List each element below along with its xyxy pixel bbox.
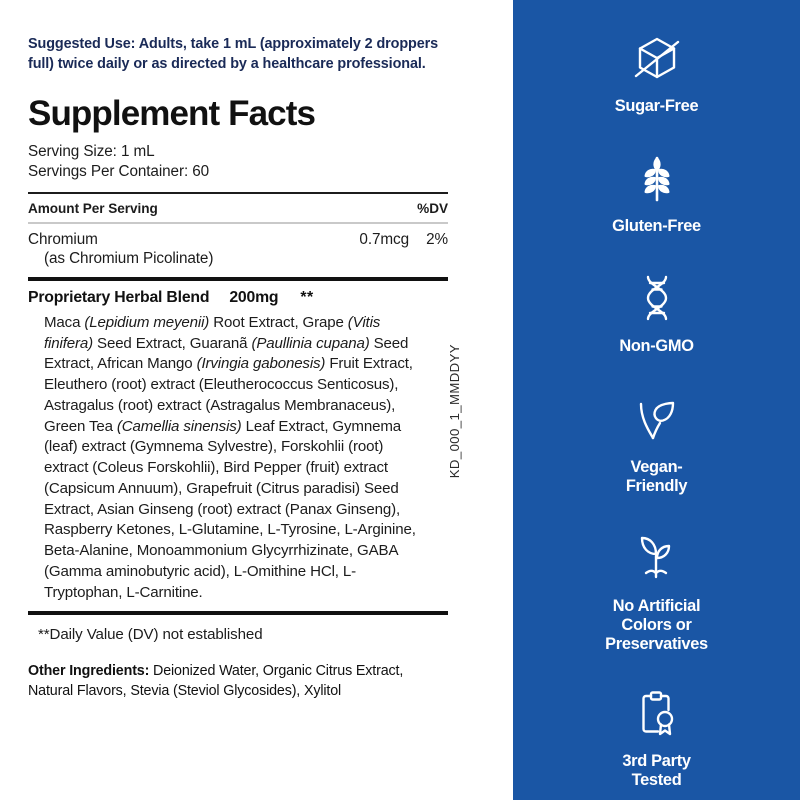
dna-helix-icon [629,270,685,326]
badge-vegan-friendly: Vegan- Friendly [513,391,800,496]
badge-label: No Artificial Colors or Preservatives [605,596,708,654]
badge-label: 3rd Party Tested [622,751,691,789]
badge-label: Non-GMO [619,337,694,356]
table-header-rule [28,222,448,225]
wheat-stalk-icon [629,150,685,206]
other-ingredients-block: Other Ingredients: Deionized Water, Orga… [28,643,438,702]
daily-value-note: **Daily Value (DV) not established [38,625,263,643]
nutrient-amount: 0.7mcg [359,231,409,249]
supplement-facts-panel: Suggested Use: Adults, take 1 mL (approx… [28,34,462,702]
badge-non-gmo: Non-GMO [513,270,800,356]
badge-no-artificial-colors: No Artificial Colors or Preservatives [513,530,800,655]
blend-bottom-rule [28,611,448,615]
table-row: Chromium 0.7mcg 2% [28,224,448,249]
nutrient-dv: 2% [426,231,448,249]
nutrient-name: Chromium [28,231,98,249]
badge-label: Sugar-Free [614,97,699,115]
other-ingredients-label: Other Ingredients: [28,662,150,679]
header-amount-per-serving: Amount Per Serving [28,201,158,217]
blend-amount: 200mg [229,288,279,306]
badge-gluten-free: Gluten-Free [513,150,800,236]
lot-code: KD_000_1_MMDDYY [447,344,462,479]
serving-size: Serving Size: 1 mL [28,142,155,160]
suggested-use-label: Suggested Use: [28,36,136,52]
nutrient-source: (as Chromium Picolinate) [44,250,214,268]
suggested-use-block: Suggested Use: Adults, take 1 mL (approx… [28,34,460,75]
suggested-use-text: Adults, take 1 mL (approximately 2 dropp… [28,36,439,73]
other-ingredients-text: Deionized Water, Organic Citrus Extract,… [28,662,404,700]
sprout-icon [629,530,685,586]
blend-ingredients: Maca (Lepidium meyenii) Root Extract, Gr… [44,313,416,601]
badge-3rd-party-tested: 3rd Party Tested [513,685,800,790]
badge-label: Gluten-Free [612,217,701,236]
sugar-cube-slashed-icon [629,30,685,86]
certification-badges-panel: Sugar-Free Gluten-Free [513,0,800,800]
blend-top-rule [28,277,448,281]
header-percent-dv: %DV [417,201,448,217]
table-top-rule [28,192,448,195]
table-header-row: Amount Per Serving %DV [28,194,448,222]
clipboard-award-icon [629,685,685,741]
servings-per-container: Servings Per Container: 60 [28,163,210,180]
nutrition-table: Amount Per Serving %DV Chromium 0.7mcg 2… [28,192,448,643]
leaf-v-icon [629,391,685,447]
badge-label: Vegan- Friendly [625,457,688,495]
supplement-facts-title: Supplement Facts [28,93,316,133]
badge-sugar-free: Sugar-Free [513,30,800,116]
blend-dv: ** [300,288,314,306]
blend-header-row: Proprietary Herbal Blend 200mg ** [28,281,448,311]
blend-name: Proprietary Herbal Blend [28,288,210,306]
